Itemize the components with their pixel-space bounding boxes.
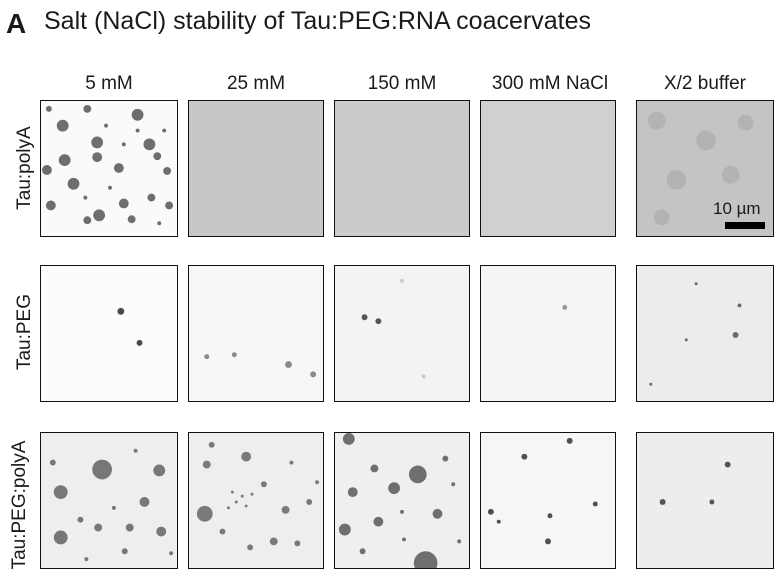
micrograph-tau-peg-x2-buffer <box>636 265 774 402</box>
micrograph-tau-peg-5mm <box>40 265 178 402</box>
row-label-tau-peg: Tau:PEG <box>14 293 35 371</box>
micrograph-tau-polya-300mm <box>480 100 616 237</box>
droplet-image <box>189 433 323 568</box>
micrograph-tau-peg-polya-5mm <box>40 432 178 569</box>
micrograph-tau-polya-x2-buffer: 10 µm <box>636 100 774 237</box>
micrograph-tau-peg-150mm <box>334 265 470 402</box>
micrograph-tau-peg-polya-x2-buffer <box>636 432 774 569</box>
droplet-image <box>189 266 323 401</box>
micrograph-tau-peg-polya-25mm <box>188 432 324 569</box>
micrograph-tau-peg-300mm <box>480 265 616 402</box>
column-label-300mm: 300 mM NaCl <box>491 73 609 94</box>
micrograph-tau-peg-polya-150mm <box>334 432 470 569</box>
column-label-x2-buffer: X/2 buffer <box>663 73 747 94</box>
droplet-image <box>41 433 177 568</box>
droplet-image <box>481 433 615 568</box>
column-label-5mm: 5 mM <box>85 73 133 94</box>
droplet-image <box>335 266 469 401</box>
droplet-image <box>637 266 773 401</box>
droplet-image <box>41 101 177 236</box>
column-label-150mm: 150 mM <box>367 73 437 94</box>
micrograph-tau-polya-150mm <box>334 100 470 237</box>
droplet-image <box>189 101 323 236</box>
row-label-tau-peg-polya: Tau:PEG:polyA <box>9 440 30 570</box>
panel-letter: A <box>6 8 27 39</box>
droplet-image <box>637 101 773 236</box>
micrograph-tau-peg-25mm <box>188 265 324 402</box>
micrograph-tau-peg-polya-300mm <box>480 432 616 569</box>
droplet-image <box>637 433 773 568</box>
droplet-image <box>481 101 615 236</box>
micrograph-tau-polya-25mm <box>188 100 324 237</box>
figure-title: Salt (NaCl) stability of Tau:PEG:RNA coa… <box>44 7 591 35</box>
scale-bar <box>725 222 765 229</box>
droplet-image <box>335 101 469 236</box>
micrograph-tau-polya-5mm <box>40 100 178 237</box>
scale-bar-label: 10 µm <box>713 199 761 218</box>
droplet-image <box>481 266 615 401</box>
droplet-image <box>41 266 177 401</box>
row-label-tau-polya: Tau:polyA <box>14 126 35 210</box>
droplet-image <box>335 433 469 568</box>
column-label-25mm: 25 mM <box>226 73 286 94</box>
